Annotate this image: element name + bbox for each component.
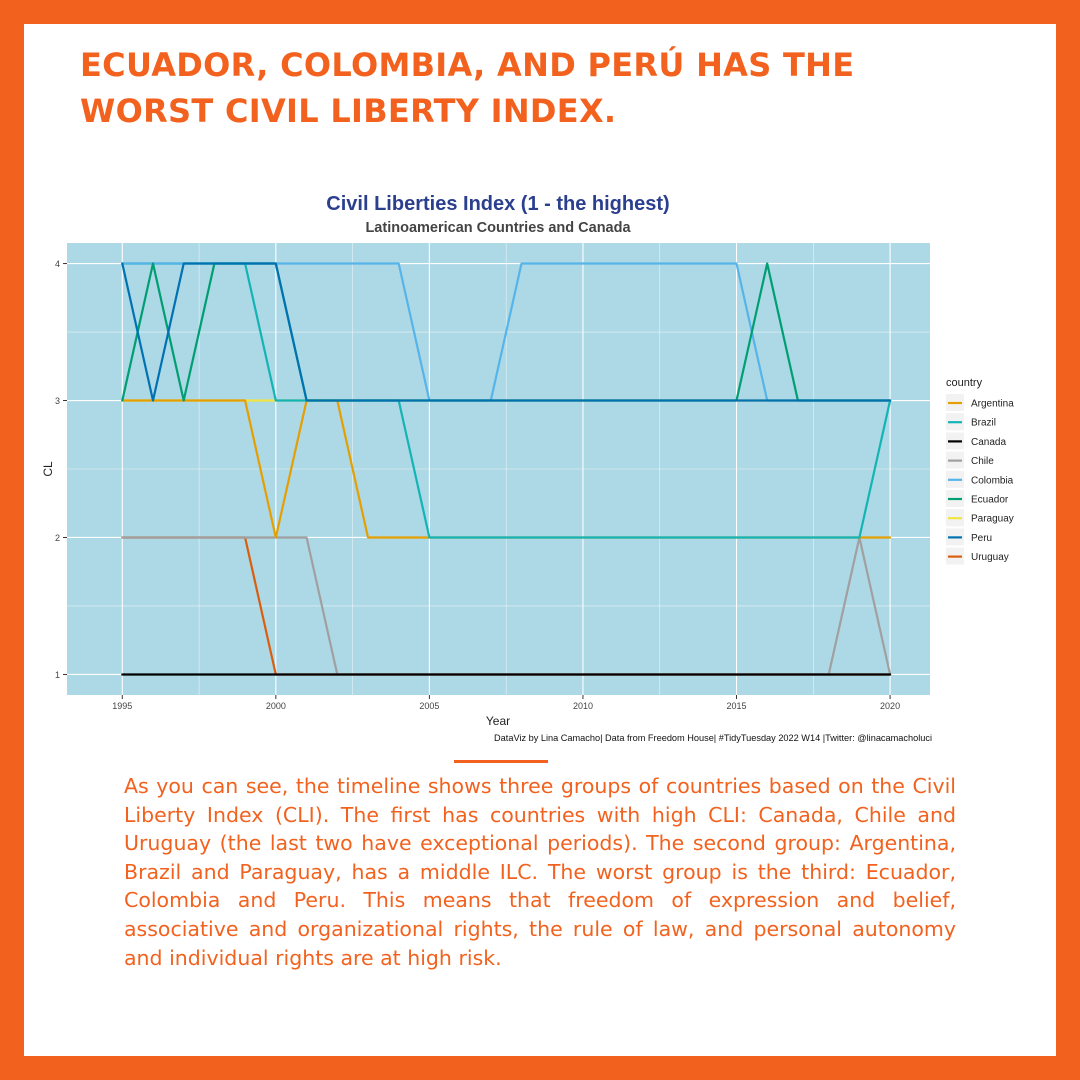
x-tick-label: 2010 xyxy=(573,701,593,711)
legend-label-peru: Peru xyxy=(971,533,992,544)
body-text: As you can see, the timeline shows three… xyxy=(124,774,956,970)
headline: ECUADOR, COLOMBIA, AND PERÚ HAS THE WORS… xyxy=(80,46,855,130)
legend-label-chile: Chile xyxy=(971,456,994,467)
chart-caption: DataViz by Lina Camacho| Data from Freed… xyxy=(494,733,932,743)
content-card: ECUADOR, COLOMBIA, AND PERÚ HAS THE WORS… xyxy=(24,24,1056,1056)
x-tick-label: 2020 xyxy=(880,701,900,711)
legend-label-uruguay: Uruguay xyxy=(971,552,1009,563)
legend-label-ecuador: Ecuador xyxy=(971,495,1009,506)
legend-label-colombia: Colombia xyxy=(971,475,1014,486)
divider xyxy=(454,760,548,763)
x-tick-label: 2000 xyxy=(266,701,286,711)
series-line-peru xyxy=(121,262,892,402)
x-axis: 1995 2000 2005 2010 2015 2020 xyxy=(112,695,900,711)
x-tick-label: 2015 xyxy=(727,701,747,711)
y-axis-label: CL xyxy=(41,461,55,477)
series-line-brazil xyxy=(121,262,892,539)
y-tick-label: 3 xyxy=(55,396,60,406)
grid-minor xyxy=(67,243,930,695)
x-tick-label: 1995 xyxy=(112,701,132,711)
legend-label-brazil: Brazil xyxy=(971,418,996,429)
x-tick-label: 2005 xyxy=(419,701,439,711)
legend-label-argentina: Argentina xyxy=(971,399,1014,410)
legend-label-canada: Canada xyxy=(971,437,1006,448)
legend-title: country xyxy=(946,377,983,389)
y-axis: 1 2 3 4 xyxy=(55,259,67,680)
civil-liberties-chart: Civil Liberties Index (1 - the highest) … xyxy=(41,193,1014,743)
y-tick-label: 1 xyxy=(55,670,60,680)
x-axis-label: Year xyxy=(486,714,510,728)
series-lines xyxy=(121,262,892,676)
y-tick-label: 4 xyxy=(55,259,60,269)
chart-subtitle: Latinoamerican Countries and Canada xyxy=(365,220,631,236)
y-tick-label: 2 xyxy=(55,533,60,543)
chart-title: Civil Liberties Index (1 - the highest) xyxy=(326,193,669,215)
legend: country Argentina Brazil Canada Chile Colomb… xyxy=(946,377,1014,565)
legend-label-paraguay: Paraguay xyxy=(971,514,1014,525)
